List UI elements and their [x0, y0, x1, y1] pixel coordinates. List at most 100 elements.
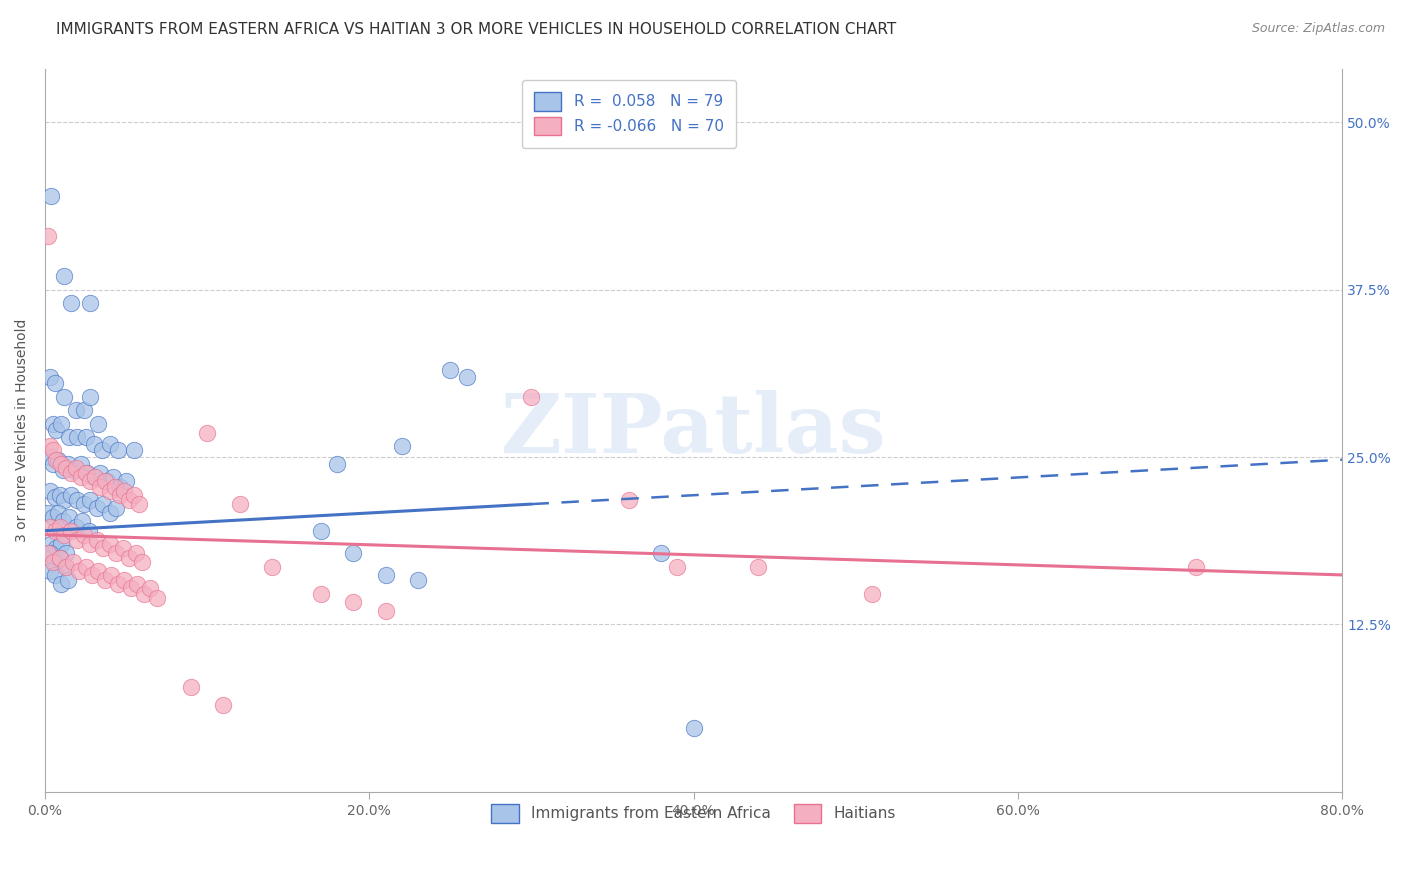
Point	[682, 721, 704, 735]
Point	[456, 369, 478, 384]
Point	[45, 423, 67, 437]
Point	[51, 457, 73, 471]
Point	[52, 463, 75, 477]
Point	[55, 547, 77, 561]
Point	[127, 577, 149, 591]
Point	[94, 574, 117, 588]
Point	[98, 537, 121, 551]
Point	[45, 541, 67, 555]
Point	[520, 390, 543, 404]
Point	[72, 514, 94, 528]
Point	[38, 369, 60, 384]
Point	[65, 460, 87, 475]
Point	[212, 698, 235, 712]
Point	[44, 568, 66, 582]
Point	[53, 269, 76, 284]
Point	[87, 417, 110, 431]
Point	[84, 470, 107, 484]
Point	[650, 547, 672, 561]
Point	[100, 568, 122, 582]
Point	[139, 582, 162, 596]
Point	[1185, 560, 1208, 574]
Point	[73, 403, 96, 417]
Point	[260, 560, 283, 574]
Point	[132, 587, 155, 601]
Point	[86, 533, 108, 547]
Point	[48, 487, 70, 501]
Point	[69, 470, 91, 484]
Point	[58, 510, 80, 524]
Point	[42, 443, 65, 458]
Point	[391, 439, 413, 453]
Point	[104, 479, 127, 493]
Point	[58, 430, 80, 444]
Point	[195, 425, 218, 440]
Point	[105, 500, 128, 515]
Point	[80, 568, 103, 582]
Point	[122, 443, 145, 458]
Point	[76, 466, 98, 480]
Point	[98, 506, 121, 520]
Point	[406, 574, 429, 588]
Point	[45, 452, 67, 467]
Point	[131, 555, 153, 569]
Point	[309, 524, 332, 538]
Point	[53, 492, 76, 507]
Point	[77, 524, 100, 538]
Point	[37, 506, 59, 520]
Point	[37, 229, 59, 244]
Point	[42, 510, 65, 524]
Point	[65, 519, 87, 533]
Point	[44, 490, 66, 504]
Point	[38, 547, 60, 561]
Point	[118, 550, 141, 565]
Point	[83, 470, 105, 484]
Point	[46, 506, 69, 520]
Point	[75, 430, 97, 444]
Point	[44, 376, 66, 391]
Point	[79, 492, 101, 507]
Point	[101, 470, 124, 484]
Point	[42, 457, 65, 471]
Point	[94, 474, 117, 488]
Point	[51, 417, 73, 431]
Point	[326, 457, 349, 471]
Point	[666, 560, 689, 574]
Point	[228, 497, 250, 511]
Point	[114, 483, 136, 498]
Point	[180, 681, 202, 695]
Point	[48, 550, 70, 565]
Point	[67, 564, 90, 578]
Point	[115, 474, 138, 488]
Point	[79, 296, 101, 310]
Point	[62, 555, 84, 569]
Point	[83, 436, 105, 450]
Point	[105, 547, 128, 561]
Point	[89, 479, 111, 493]
Point	[66, 533, 89, 547]
Point	[59, 466, 82, 480]
Point	[125, 547, 148, 561]
Point	[128, 497, 150, 511]
Point	[53, 527, 76, 541]
Point	[42, 417, 65, 431]
Point	[66, 492, 89, 507]
Point	[146, 591, 169, 605]
Point	[114, 574, 136, 588]
Point	[108, 487, 131, 501]
Point	[46, 452, 69, 467]
Point	[55, 560, 77, 574]
Point	[87, 564, 110, 578]
Point	[48, 550, 70, 565]
Point	[108, 479, 131, 493]
Point	[48, 519, 70, 533]
Point	[73, 497, 96, 511]
Point	[38, 450, 60, 464]
Point	[53, 390, 76, 404]
Point	[59, 296, 82, 310]
Point	[59, 487, 82, 501]
Point	[79, 390, 101, 404]
Point	[93, 497, 115, 511]
Text: ZIPatlas: ZIPatlas	[501, 390, 886, 470]
Text: IMMIGRANTS FROM EASTERN AFRICA VS HAITIAN 3 OR MORE VEHICLES IN HOUSEHOLD CORREL: IMMIGRANTS FROM EASTERN AFRICA VS HAITIA…	[56, 22, 897, 37]
